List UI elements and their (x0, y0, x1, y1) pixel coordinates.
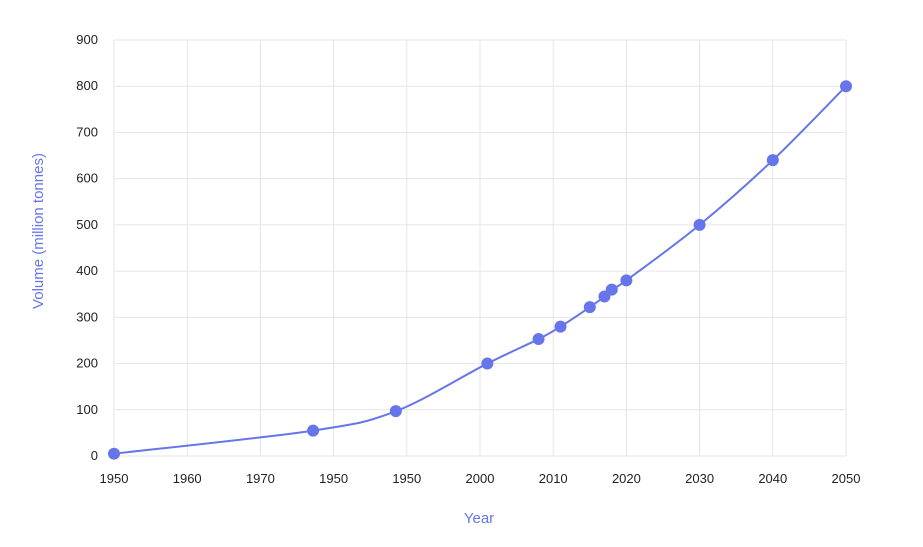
data-point (605, 283, 618, 296)
data-point (840, 80, 852, 93)
y-tick-label: 200 (76, 356, 98, 371)
data-point (693, 218, 706, 231)
x-tick-label: 1960 (173, 471, 202, 486)
y-tick-label: 400 (76, 263, 98, 278)
y-axis-ticks: 0 100 200 300 400 500 600 700 800 900 (76, 32, 98, 463)
data-point (766, 154, 779, 167)
data-point (108, 447, 120, 460)
x-tick-label: 1950 (319, 471, 348, 486)
y-tick-label: 900 (76, 32, 98, 47)
data-point (554, 320, 567, 333)
y-tick-label: 300 (76, 309, 98, 324)
data-point (583, 301, 596, 314)
y-axis-title: Volume (million tonnes) (30, 153, 47, 309)
y-tick-label: 500 (76, 217, 98, 232)
data-point (307, 424, 320, 437)
series-layer (108, 80, 852, 460)
x-tick-label: 2020 (612, 471, 641, 486)
x-tick-label: 1950 (100, 471, 129, 486)
data-point (389, 405, 402, 418)
x-tick-label: 1970 (246, 471, 275, 486)
y-tick-label: 100 (76, 402, 98, 417)
x-axis-ticks: 1950 1960 1970 1950 1950 2000 2010 2020 2030 2040… (100, 471, 861, 486)
y-tick-label: 0 (91, 448, 98, 463)
y-tick-label: 800 (76, 78, 98, 93)
x-tick-label: 2050 (832, 471, 861, 486)
x-axis-title: Year (464, 510, 494, 527)
grid-lines (113, 39, 847, 457)
data-point (532, 333, 545, 346)
x-tick-label: 2030 (685, 471, 714, 486)
x-tick-label: 2010 (539, 471, 568, 486)
y-tick-label: 600 (76, 171, 98, 186)
y-tick-label: 700 (76, 124, 98, 139)
data-point (620, 274, 633, 287)
x-tick-label: 1950 (392, 471, 421, 486)
x-tick-label: 2040 (758, 471, 787, 486)
data-point (481, 357, 494, 370)
x-tick-label: 2000 (466, 471, 495, 486)
